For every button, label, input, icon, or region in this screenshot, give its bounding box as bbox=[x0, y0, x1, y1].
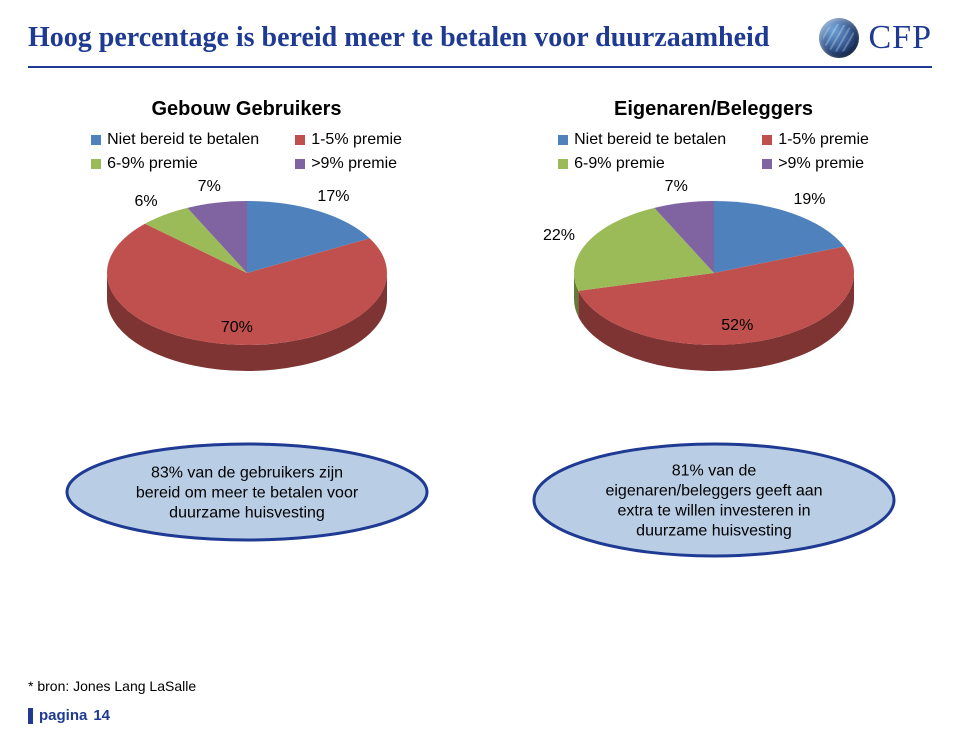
chart-left-legend: Niet bereid te betalen 1-5% premie 6-9% … bbox=[91, 131, 402, 173]
pie-slice-label: 17% bbox=[317, 188, 349, 206]
legend-label: 1-5% premie bbox=[311, 131, 402, 149]
page-title: Hoog percentage is bereid meer te betale… bbox=[28, 22, 769, 54]
footer: pagina 14 bbox=[28, 707, 110, 724]
chart-left: Gebouw Gebruikers Niet bereid te betalen… bbox=[28, 98, 465, 381]
legend-label: 6-9% premie bbox=[574, 155, 665, 173]
header-rule bbox=[28, 66, 932, 68]
legend-swatch bbox=[558, 159, 568, 169]
brand-text: CFP bbox=[869, 19, 933, 57]
pie-right-wrap: 19% 52% 22% 7% bbox=[524, 181, 904, 381]
legend-item: Niet bereid te betalen bbox=[91, 131, 259, 149]
callout-left: 83% van de gebruikers zijnbereid om meer… bbox=[62, 439, 432, 561]
pie-slice-label: 7% bbox=[665, 178, 688, 196]
legend-swatch bbox=[91, 135, 101, 145]
chart-right-title: Eigenaren/Beleggers bbox=[614, 98, 813, 121]
pie-slice-label: 6% bbox=[135, 193, 158, 211]
legend-swatch bbox=[762, 135, 772, 145]
header: Hoog percentage is bereid meer te betale… bbox=[28, 18, 932, 58]
page: Hoog percentage is bereid meer te betale… bbox=[0, 0, 960, 738]
legend-item: 1-5% premie bbox=[762, 131, 869, 149]
legend-item: >9% premie bbox=[295, 155, 402, 173]
pie-slice-label: 52% bbox=[721, 317, 753, 335]
pie-slice-label: 19% bbox=[793, 191, 825, 209]
legend-item: >9% premie bbox=[762, 155, 869, 173]
charts-row: Gebouw Gebruikers Niet bereid te betalen… bbox=[28, 98, 932, 381]
callouts-row: 83% van de gebruikers zijnbereid om meer… bbox=[28, 439, 932, 561]
pie-slice-label: 22% bbox=[543, 227, 575, 245]
legend-swatch bbox=[762, 159, 772, 169]
page-label: pagina bbox=[39, 707, 87, 724]
legend-swatch bbox=[558, 135, 568, 145]
footnote: * bron: Jones Lang LaSalle bbox=[28, 678, 196, 694]
legend-swatch bbox=[295, 159, 305, 169]
chart-right: Eigenaren/Beleggers Niet bereid te betal… bbox=[495, 98, 932, 381]
legend-label: >9% premie bbox=[311, 155, 397, 173]
legend-label: >9% premie bbox=[778, 155, 864, 173]
legend-label: 1-5% premie bbox=[778, 131, 869, 149]
brand-logo-icon bbox=[819, 18, 859, 58]
brand: CFP bbox=[819, 18, 933, 58]
footer-tick-icon bbox=[28, 708, 33, 724]
pie-slice-label: 70% bbox=[221, 319, 253, 337]
pie-slice-label: 7% bbox=[198, 178, 221, 196]
legend-item: 6-9% premie bbox=[558, 155, 726, 173]
chart-left-title: Gebouw Gebruikers bbox=[151, 98, 341, 121]
legend-swatch bbox=[91, 159, 101, 169]
legend-item: Niet bereid te betalen bbox=[558, 131, 726, 149]
chart-right-legend: Niet bereid te betalen 1-5% premie 6-9% … bbox=[558, 131, 869, 173]
pie-left-wrap: 17% 70% 6% 7% bbox=[57, 181, 437, 381]
legend-item: 1-5% premie bbox=[295, 131, 402, 149]
legend-label: Niet bereid te betalen bbox=[574, 131, 726, 149]
callout-right: 81% van deeigenaren/beleggers geeft aane… bbox=[529, 439, 899, 561]
page-number: 14 bbox=[93, 707, 110, 724]
legend-label: 6-9% premie bbox=[107, 155, 198, 173]
legend-swatch bbox=[295, 135, 305, 145]
legend-item: 6-9% premie bbox=[91, 155, 259, 173]
legend-label: Niet bereid te betalen bbox=[107, 131, 259, 149]
